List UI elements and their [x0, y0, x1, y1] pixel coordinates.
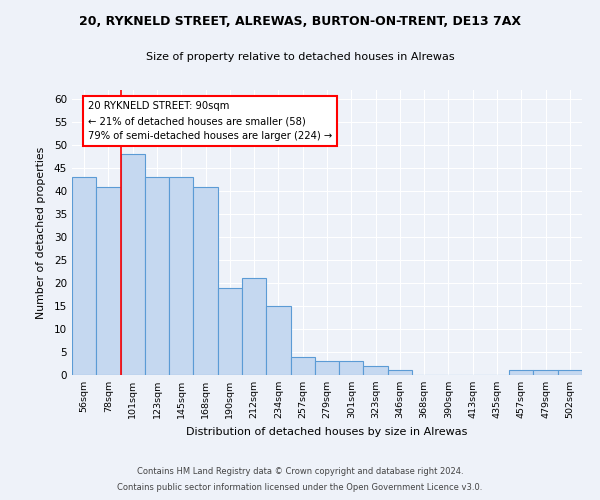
Bar [121, 154, 145, 375]
Bar [509, 370, 533, 375]
Bar [339, 361, 364, 375]
Bar [558, 370, 582, 375]
Bar [533, 370, 558, 375]
Bar [290, 356, 315, 375]
Bar [72, 178, 96, 375]
Bar [218, 288, 242, 375]
Bar [169, 178, 193, 375]
Bar [145, 178, 169, 375]
X-axis label: Distribution of detached houses by size in Alrewas: Distribution of detached houses by size … [187, 426, 467, 436]
Bar [96, 186, 121, 375]
Y-axis label: Number of detached properties: Number of detached properties [35, 146, 46, 318]
Text: Contains HM Land Registry data © Crown copyright and database right 2024.: Contains HM Land Registry data © Crown c… [137, 467, 463, 476]
Bar [388, 370, 412, 375]
Text: Contains public sector information licensed under the Open Government Licence v3: Contains public sector information licen… [118, 484, 482, 492]
Bar [315, 361, 339, 375]
Bar [266, 306, 290, 375]
Text: 20, RYKNELD STREET, ALREWAS, BURTON-ON-TRENT, DE13 7AX: 20, RYKNELD STREET, ALREWAS, BURTON-ON-T… [79, 15, 521, 28]
Text: Size of property relative to detached houses in Alrewas: Size of property relative to detached ho… [146, 52, 454, 62]
Bar [364, 366, 388, 375]
Text: 20 RYKNELD STREET: 90sqm
← 21% of detached houses are smaller (58)
79% of semi-d: 20 RYKNELD STREET: 90sqm ← 21% of detach… [88, 102, 332, 141]
Bar [242, 278, 266, 375]
Bar [193, 186, 218, 375]
